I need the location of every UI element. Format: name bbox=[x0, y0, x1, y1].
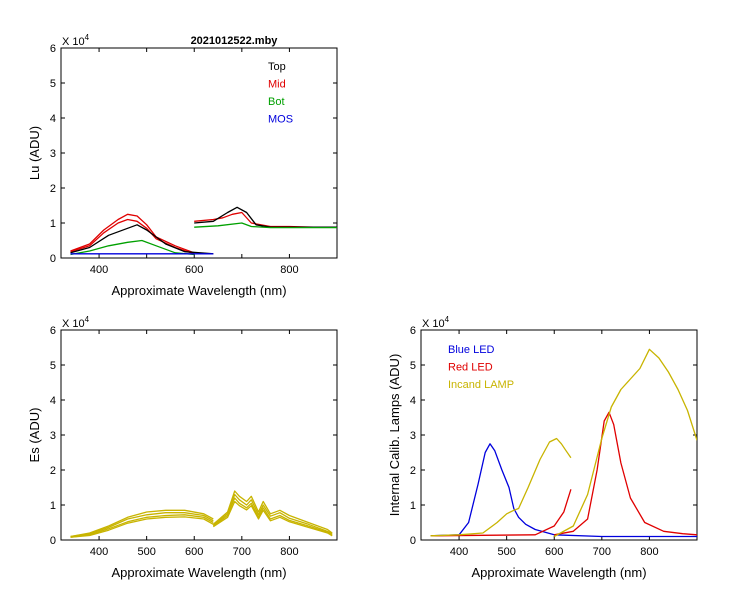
y-exponent-base: X 10 bbox=[62, 318, 85, 330]
legend-entry: Blue LED bbox=[448, 344, 495, 356]
x-tick-label: 400 bbox=[450, 546, 468, 558]
y-tick-label: 5 bbox=[50, 78, 56, 90]
series-2-line-2 bbox=[554, 411, 697, 536]
legend-entry: MOS bbox=[268, 114, 293, 126]
x-tick-label: 600 bbox=[545, 546, 563, 558]
series-2-line-1 bbox=[430, 489, 572, 537]
legend-entry: Bot bbox=[268, 96, 285, 108]
y-axis-label: Lu (ADU) bbox=[27, 126, 42, 180]
x-tick-label: 800 bbox=[280, 546, 298, 558]
y-exponent-base: X 10 bbox=[422, 318, 445, 330]
y-exponent-label: X 104 bbox=[422, 315, 450, 330]
y-exponent-base: X 10 bbox=[62, 36, 85, 48]
x-axis-label: Approximate Wavelength (nm) bbox=[111, 283, 286, 298]
legend-entry: Incand LAMP bbox=[448, 379, 514, 391]
y-tick-label: 0 bbox=[50, 535, 56, 547]
y-tick-label: 4 bbox=[410, 395, 416, 407]
series-4-line-2 bbox=[212, 500, 333, 537]
y-tick-label: 1 bbox=[410, 500, 416, 512]
series-1-line-2 bbox=[212, 490, 333, 534]
y-tick-label: 5 bbox=[50, 360, 56, 372]
series-4-line-1 bbox=[70, 516, 214, 538]
legend-entry: Top bbox=[268, 61, 286, 73]
legend-entry: Red LED bbox=[448, 362, 493, 374]
x-axis-label: Approximate Wavelength (nm) bbox=[471, 565, 646, 580]
series-2-line-1 bbox=[70, 218, 195, 255]
y-tick-label: 6 bbox=[50, 43, 56, 55]
series-3-line-2 bbox=[553, 348, 697, 538]
x-tick-label: 700 bbox=[593, 546, 611, 558]
y-tick-label: 2 bbox=[50, 465, 56, 477]
y-exponent-power: 4 bbox=[445, 315, 450, 324]
y-tick-label: 3 bbox=[50, 148, 56, 160]
y-tick-label: 0 bbox=[410, 535, 416, 547]
x-tick-label: 800 bbox=[280, 264, 298, 276]
x-tick-label: 400 bbox=[90, 264, 108, 276]
series-2-line-1 bbox=[70, 512, 214, 538]
chart-title: 2021012522.mby bbox=[191, 35, 279, 47]
y-tick-label: 0 bbox=[50, 253, 56, 265]
y-exponent-label: X 104 bbox=[62, 33, 90, 48]
y-tick-label: 1 bbox=[50, 500, 56, 512]
y-tick-label: 6 bbox=[410, 325, 416, 337]
series-3-line-2 bbox=[194, 206, 337, 228]
y-tick-label: 5 bbox=[410, 360, 416, 372]
y-exponent-power: 4 bbox=[85, 315, 90, 324]
series-1-line-1 bbox=[430, 443, 697, 538]
series-4-line-2 bbox=[194, 222, 337, 229]
series-3-line-1 bbox=[70, 514, 214, 538]
x-tick-label: 400 bbox=[90, 546, 108, 558]
y-tick-label: 3 bbox=[50, 430, 56, 442]
x-tick-label: 600 bbox=[185, 264, 203, 276]
y-tick-label: 4 bbox=[50, 113, 56, 125]
series-1-line-1 bbox=[70, 509, 214, 538]
y-exponent-power: 4 bbox=[85, 33, 90, 42]
plot-frame bbox=[60, 329, 338, 541]
x-tick-label: 500 bbox=[137, 546, 155, 558]
x-tick-label: 500 bbox=[497, 546, 515, 558]
y-exponent-label: X 104 bbox=[62, 315, 90, 330]
x-tick-label: 700 bbox=[233, 546, 251, 558]
series-3-line-2 bbox=[212, 497, 333, 536]
series-group bbox=[70, 206, 337, 256]
series-3-line-1 bbox=[430, 437, 572, 537]
y-tick-label: 4 bbox=[50, 395, 56, 407]
y-tick-label: 6 bbox=[50, 325, 56, 337]
y-tick-label: 2 bbox=[410, 465, 416, 477]
y-tick-label: 1 bbox=[50, 218, 56, 230]
y-tick-label: 2 bbox=[50, 183, 56, 195]
y-tick-label: 3 bbox=[410, 430, 416, 442]
series-1-line-1 bbox=[70, 213, 195, 254]
series-2-line-2 bbox=[212, 493, 333, 535]
series-group bbox=[70, 490, 333, 538]
series-group bbox=[430, 348, 697, 538]
legend-entry: Mid bbox=[268, 79, 286, 91]
series-3-line-1 bbox=[70, 224, 214, 255]
y-axis-label: Es (ADU) bbox=[27, 408, 42, 463]
x-tick-label: 600 bbox=[185, 546, 203, 558]
series-4-line-1 bbox=[70, 239, 195, 256]
x-axis-label: Approximate Wavelength (nm) bbox=[111, 565, 286, 580]
x-tick-label: 800 bbox=[640, 546, 658, 558]
y-axis-label: Internal Calib. Lamps (ADU) bbox=[387, 354, 402, 517]
